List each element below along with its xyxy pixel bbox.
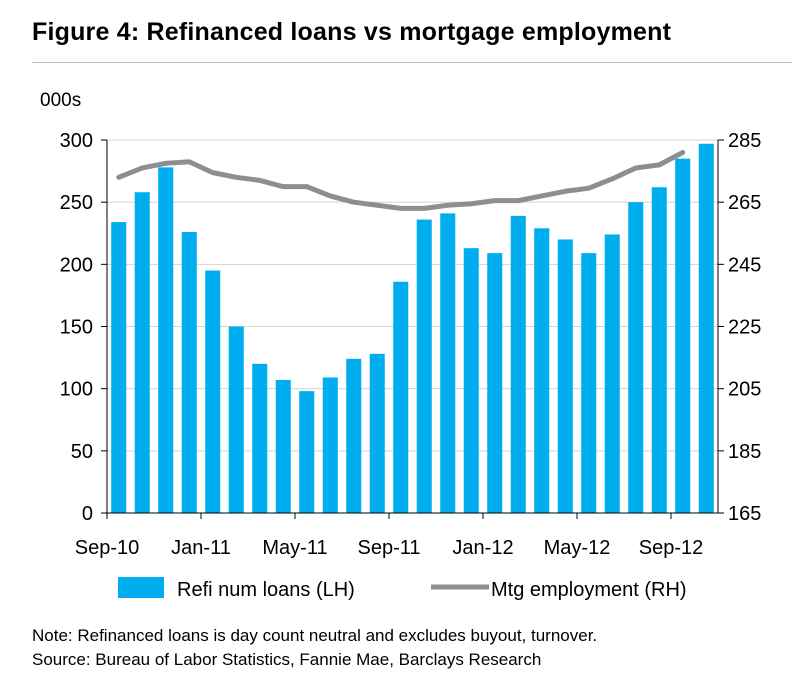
axes xyxy=(101,139,724,519)
bar xyxy=(416,219,432,513)
bar xyxy=(440,213,456,513)
left-axis-unit: 000s xyxy=(40,90,81,111)
bar xyxy=(463,248,479,514)
bar xyxy=(181,232,197,514)
bar xyxy=(346,358,362,513)
left-tick-label: 150 xyxy=(60,317,93,339)
x-tick-label: Jan-11 xyxy=(171,537,231,559)
x-tick-label: Sep-11 xyxy=(357,537,420,559)
bar xyxy=(228,326,244,513)
footnote: Note: Refinanced loans is day count neut… xyxy=(32,626,598,645)
x-tick-label: Sep-12 xyxy=(639,537,704,559)
legend-label-bars: Refi num loans (LH) xyxy=(177,579,355,601)
right-tick-label: 185 xyxy=(728,441,761,463)
left-tick-label: 250 xyxy=(60,192,93,214)
bar xyxy=(275,379,291,513)
tick-labels: 0 50 100 150 200 250 300 165 185 205 225 245 265 285 S… xyxy=(60,130,762,559)
bar xyxy=(111,222,127,513)
bar xyxy=(369,353,385,513)
bar xyxy=(628,202,644,513)
legend-label-line: Mtg employment (RH) xyxy=(491,579,687,601)
left-tick-label: 300 xyxy=(60,130,93,152)
bar xyxy=(651,187,667,513)
right-tick-label: 245 xyxy=(728,254,761,276)
bar xyxy=(299,391,315,513)
bar xyxy=(322,377,338,513)
x-tick-label: Jan-12 xyxy=(452,537,513,559)
employment-line xyxy=(116,149,686,211)
gridlines xyxy=(107,139,718,452)
bar xyxy=(604,234,620,513)
left-tick-label: 50 xyxy=(71,441,93,463)
legend: Refi num loans (LH) Mtg employment (RH) xyxy=(118,577,687,601)
right-tick-label: 165 xyxy=(728,503,761,525)
right-tick-label: 265 xyxy=(728,192,761,214)
bar xyxy=(581,253,597,514)
title-rule xyxy=(32,62,792,63)
x-tick-label: Sep-10 xyxy=(75,537,140,559)
legend-swatch-bars xyxy=(118,577,164,598)
bar xyxy=(487,253,503,514)
bar xyxy=(510,215,526,514)
bar xyxy=(698,143,714,514)
x-tick-label: May-11 xyxy=(262,537,327,559)
bar xyxy=(675,158,691,513)
right-tick-label: 225 xyxy=(728,317,761,339)
right-tick-label: 285 xyxy=(728,130,761,152)
bar xyxy=(252,363,268,513)
bar xyxy=(134,192,150,513)
left-tick-label: 0 xyxy=(82,503,93,525)
bars xyxy=(111,143,714,514)
chart-title: Figure 4: Refinanced loans vs mortgage e… xyxy=(32,18,672,46)
bar xyxy=(393,281,409,513)
chart: 000s 0 50 100 150 200 250 300 165 185 205 225 245 26… xyxy=(40,90,762,601)
bar xyxy=(205,270,221,513)
bar xyxy=(534,228,550,513)
right-tick-label: 205 xyxy=(728,379,761,401)
x-tick-label: May-12 xyxy=(544,537,611,559)
source-note: Source: Bureau of Labor Statistics, Fann… xyxy=(32,650,542,669)
bar xyxy=(557,239,573,513)
left-tick-label: 200 xyxy=(60,254,93,276)
left-tick-label: 100 xyxy=(60,379,93,401)
line-series-mtg-employment xyxy=(116,149,686,211)
bar xyxy=(158,167,174,513)
